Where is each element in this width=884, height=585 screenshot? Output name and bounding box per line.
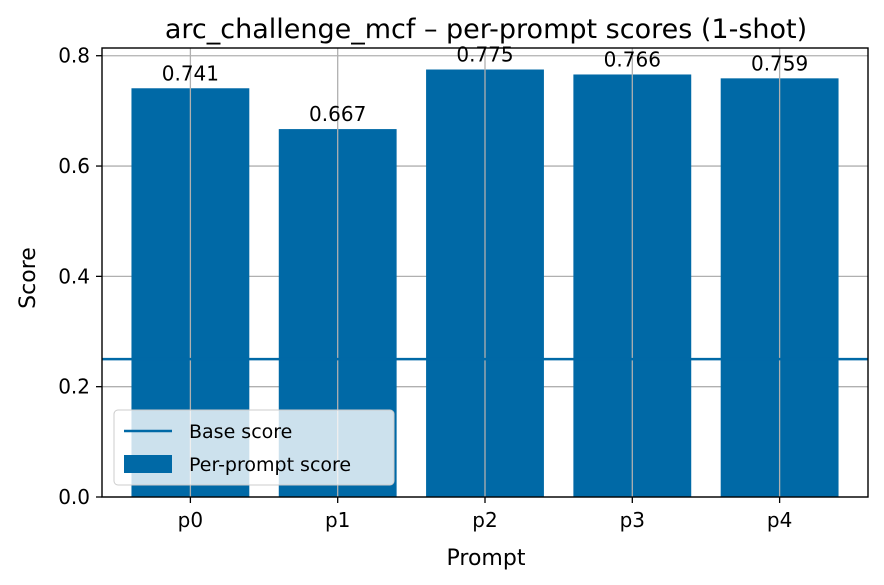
- x-tick-label-p2: p2: [472, 508, 497, 532]
- chart-title: arc_challenge_mcf – per-prompt scores (1…: [165, 14, 807, 45]
- legend: Base score Per-prompt score: [113, 409, 395, 486]
- data-label-p0: 0.741: [162, 61, 219, 85]
- data-labels: 0.741 0.667 0.775 0.766 0.759: [162, 43, 808, 127]
- x-tick-label-p4: p4: [767, 508, 792, 532]
- legend-label-base-score: Base score: [189, 421, 292, 443]
- y-tick-label: 0.4: [58, 264, 90, 288]
- data-label-p1: 0.667: [309, 102, 366, 126]
- x-tick-label-p1: p1: [325, 508, 350, 532]
- legend-bar-swatch: [124, 455, 172, 473]
- x-tick-label-p0: p0: [178, 508, 203, 532]
- legend-label-per-prompt-score: Per-prompt score: [189, 454, 351, 476]
- legend-box: [113, 409, 395, 486]
- data-label-p4: 0.759: [751, 51, 808, 75]
- y-tick-label: 0.8: [58, 44, 90, 68]
- x-axis-ticks: p0 p1 p2 p3 p4: [178, 497, 792, 532]
- x-axis-label: Prompt: [447, 546, 526, 571]
- y-tick-label: 0.0: [58, 485, 90, 509]
- y-axis-ticks: 0.0 0.2 0.4 0.6 0.8: [58, 44, 102, 509]
- y-axis-label: Score: [16, 247, 41, 309]
- data-label-p3: 0.766: [604, 47, 661, 71]
- x-tick-label-p3: p3: [620, 508, 645, 532]
- y-tick-label: 0.6: [58, 154, 90, 178]
- y-tick-label: 0.2: [58, 375, 90, 399]
- data-label-p2: 0.775: [456, 43, 513, 67]
